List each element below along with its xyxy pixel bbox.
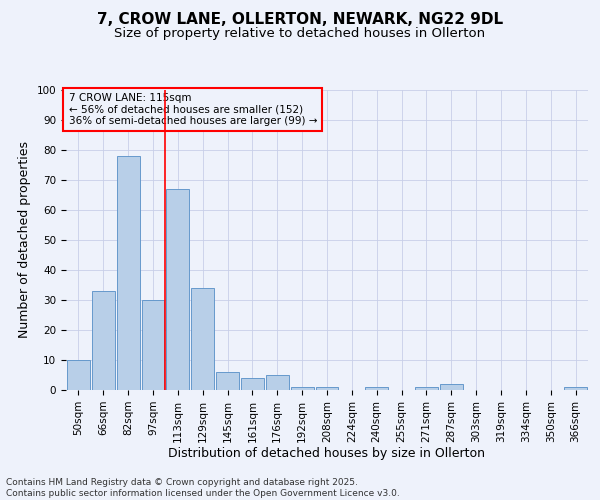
Y-axis label: Number of detached properties: Number of detached properties bbox=[18, 142, 31, 338]
Bar bbox=[166, 189, 189, 390]
Bar bbox=[365, 387, 388, 390]
Text: 7 CROW LANE: 115sqm
← 56% of detached houses are smaller (152)
36% of semi-detac: 7 CROW LANE: 115sqm ← 56% of detached ho… bbox=[68, 93, 317, 126]
Bar bbox=[316, 387, 338, 390]
Text: Contains HM Land Registry data © Crown copyright and database right 2025.
Contai: Contains HM Land Registry data © Crown c… bbox=[6, 478, 400, 498]
Text: 7, CROW LANE, OLLERTON, NEWARK, NG22 9DL: 7, CROW LANE, OLLERTON, NEWARK, NG22 9DL bbox=[97, 12, 503, 28]
Bar bbox=[415, 387, 438, 390]
Bar bbox=[291, 387, 314, 390]
Bar bbox=[266, 375, 289, 390]
Bar bbox=[191, 288, 214, 390]
Bar bbox=[67, 360, 90, 390]
Bar bbox=[92, 291, 115, 390]
Bar bbox=[564, 387, 587, 390]
Bar bbox=[216, 372, 239, 390]
Text: Size of property relative to detached houses in Ollerton: Size of property relative to detached ho… bbox=[115, 28, 485, 40]
Bar bbox=[142, 300, 164, 390]
Bar bbox=[440, 384, 463, 390]
X-axis label: Distribution of detached houses by size in Ollerton: Distribution of detached houses by size … bbox=[169, 448, 485, 460]
Bar bbox=[241, 378, 264, 390]
Bar bbox=[117, 156, 140, 390]
